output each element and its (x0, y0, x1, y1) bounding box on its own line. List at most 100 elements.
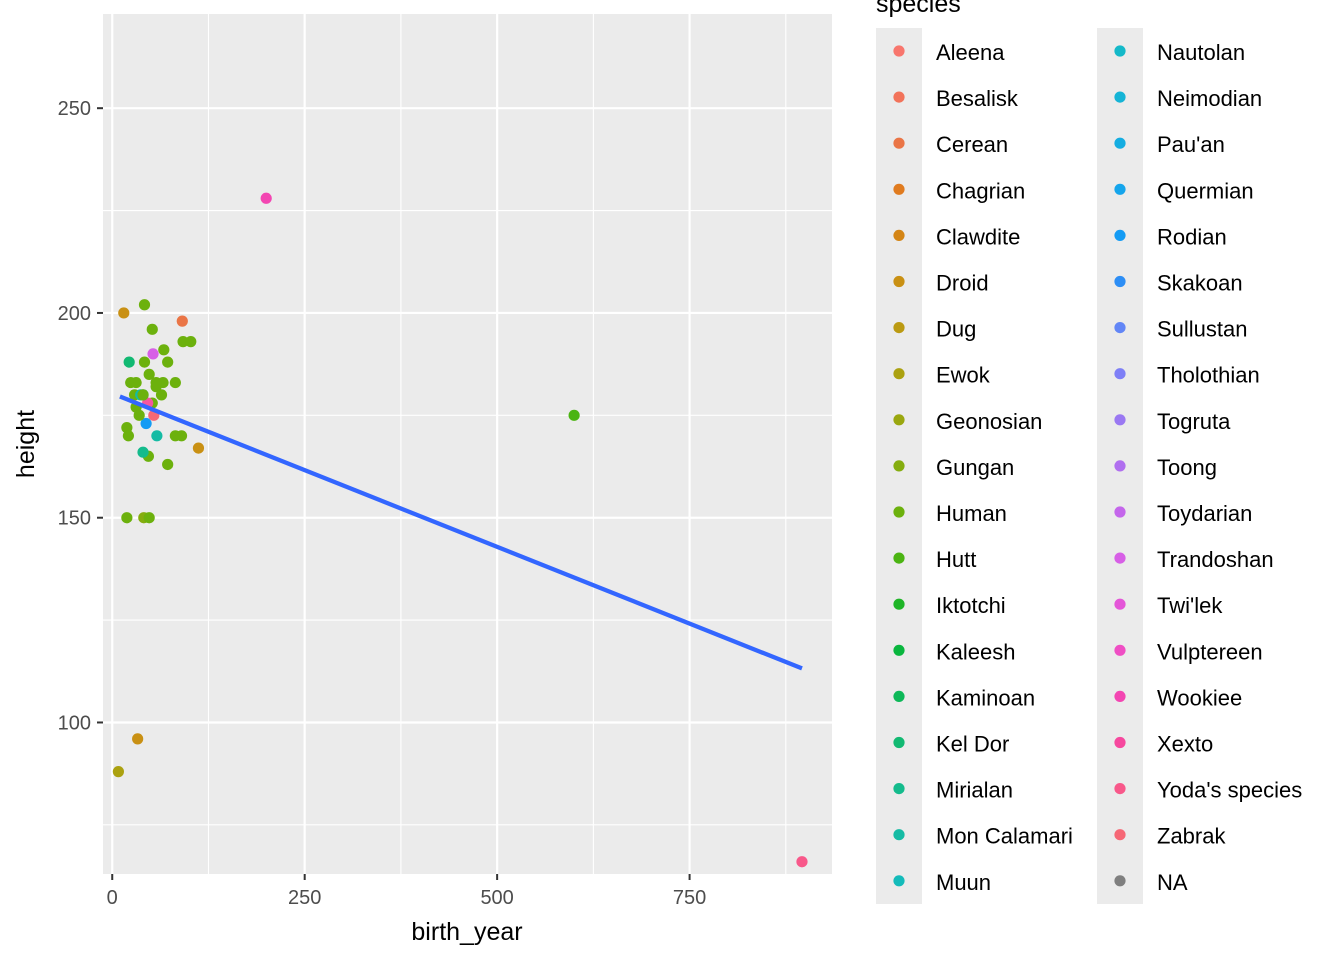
trend-line-path (119, 394, 803, 671)
legend-key-9 (893, 460, 905, 472)
data-point-10 (155, 389, 168, 401)
legend-label-4: Clawdite (936, 224, 1020, 249)
y-tick-label-0: 100 (58, 712, 91, 734)
legend-item-5: Droid (893, 271, 989, 296)
legend-label-29: Toydarian (1157, 501, 1252, 526)
legend-label-34: Xexto (1157, 732, 1213, 757)
legend-item-33: Wookiee (1114, 685, 1242, 710)
legend-label-6: Dug (936, 317, 976, 342)
legend-item-20: Neimodian (1114, 86, 1262, 111)
data-point-13 (140, 417, 152, 430)
legend-label-32: Vulptereen (1157, 639, 1263, 664)
legend-label-8: Geonosian (936, 409, 1042, 434)
legend-key-25 (1114, 322, 1126, 334)
data-point-3 (138, 299, 151, 311)
legend-label-15: Kel Dor (936, 732, 1009, 757)
legend-label-19: Nautolan (1157, 40, 1245, 65)
legend-label-9: Gungan (936, 455, 1014, 480)
legend-key-24 (1114, 275, 1126, 288)
legend-label-5: Droid (936, 271, 989, 296)
y-tick-label-3: 250 (58, 98, 91, 120)
data-points (112, 192, 808, 868)
legend-key-26 (1114, 368, 1126, 380)
x-axis: 0 250 500 750 (107, 874, 706, 909)
legend-label-31: Twi'lek (1157, 593, 1223, 618)
legend-label-13: Kaleesh (936, 639, 1016, 664)
data-point-4 (121, 512, 133, 524)
legend-item-29: Toydarian (1114, 501, 1252, 526)
legend-item-35: Yoda's species (1114, 778, 1302, 803)
data-point-31 (185, 336, 197, 348)
legend-items: Aleena Besalisk Cerean Chagrian Clawdite Droi… (893, 40, 1302, 895)
legend-key-30 (1114, 552, 1126, 564)
legend-item-16: Mirialan (893, 778, 1013, 803)
legend-key-12 (893, 598, 905, 610)
legend-item-25: Sullustan (1114, 317, 1248, 342)
data-point-25 (146, 323, 158, 335)
legend-item-17: Mon Calamari (893, 824, 1073, 849)
legend-item-26: Tholothian (1114, 363, 1260, 388)
legend-key-15 (893, 736, 905, 749)
legend-item-34: Xexto (1114, 732, 1213, 757)
legend-key-17 (893, 829, 905, 841)
legend-item-14: Kaminoan (893, 685, 1035, 710)
legend-label-20: Neimodian (1157, 86, 1262, 111)
legend-label-0: Aleena (936, 40, 1005, 65)
data-point-35 (118, 307, 130, 319)
legend-item-2: Cerean (893, 132, 1008, 157)
legend-key-23 (1114, 229, 1126, 241)
data-point-41 (133, 409, 145, 421)
legend-key-22 (1114, 183, 1126, 195)
legend-item-1: Besalisk (893, 86, 1019, 111)
data-point-15 (122, 430, 135, 442)
legend-label-14: Kaminoan (936, 685, 1035, 710)
legend-label-21: Pau'an (1157, 132, 1225, 157)
legend-label-17: Mon Calamari (936, 824, 1073, 849)
legend-label-33: Wookiee (1157, 685, 1242, 710)
legend-item-37: NA (1114, 870, 1188, 895)
legend-label-3: Chagrian (936, 178, 1025, 203)
legend-label-26: Tholothian (1157, 363, 1260, 388)
legend-item-21: Pau'an (1114, 132, 1225, 157)
data-point-32 (158, 344, 170, 356)
legend-label-2: Cerean (936, 132, 1008, 157)
data-point-30 (123, 356, 135, 368)
data-point-9 (138, 356, 151, 368)
plot-panel (103, 14, 832, 874)
legend-item-24: Skakoan (1114, 271, 1243, 296)
legend-key-16 (893, 783, 905, 795)
legend-item-3: Chagrian (893, 178, 1025, 203)
legend-label-24: Skakoan (1157, 271, 1243, 296)
legend-key-31 (1114, 598, 1126, 610)
legend-item-27: Togruta (1114, 409, 1231, 434)
data-point-45 (137, 389, 149, 401)
legend-key-13 (893, 644, 905, 656)
legend-key-18 (893, 875, 905, 887)
legend-item-13: Kaleesh (893, 639, 1016, 664)
legend-key-27 (1114, 414, 1126, 426)
legend-key-2 (893, 137, 905, 149)
legend-item-22: Quermian (1114, 178, 1254, 203)
minor-gridlines (103, 14, 832, 874)
legend-item-31: Twi'lek (1114, 593, 1223, 618)
legend-key-36 (1114, 829, 1126, 841)
legend-key-20 (1114, 91, 1126, 103)
legend-item-23: Rodian (1114, 224, 1227, 249)
legend-key-32 (1114, 644, 1126, 656)
data-point-11 (260, 192, 272, 204)
legend-item-19: Nautolan (1114, 40, 1245, 65)
y-tick-label-1: 150 (58, 508, 91, 530)
legend-label-27: Togruta (1157, 409, 1231, 434)
x-tick-label-3: 750 (673, 887, 706, 909)
legend-key-14 (893, 690, 905, 703)
data-point-36 (162, 458, 174, 471)
legend-key-28 (1114, 460, 1126, 472)
legend-item-8: Geonosian (893, 409, 1042, 434)
data-point-18 (147, 348, 159, 360)
legend-item-15: Kel Dor (893, 732, 1009, 757)
legend-key-0 (893, 45, 905, 57)
legend-key-1 (893, 91, 905, 103)
legend-key-10 (893, 506, 905, 518)
y-axis-title: height (12, 410, 40, 478)
legend-key-8 (893, 414, 905, 426)
